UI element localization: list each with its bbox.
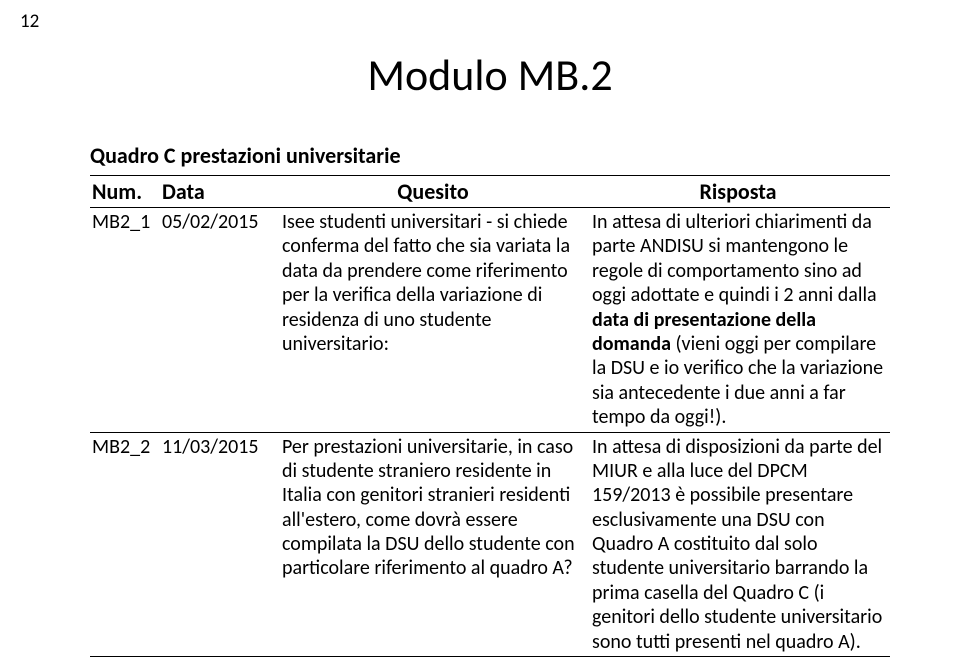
cell-num: MB2_2 (90, 432, 160, 657)
page-number: 12 (20, 10, 39, 33)
cell-quesito: Per prestazioni universitarie, in caso d… (280, 432, 590, 657)
faq-table: Num. Data Quesito Risposta MB2_1 05/02/2… (90, 175, 890, 657)
cell-quesito: Isee studenti universitari - si chiede c… (280, 208, 590, 433)
table-row: MB2_2 11/03/2015 Per prestazioni univers… (90, 432, 890, 657)
risposta-text-pre: In attesa di ulteriori chiarimenti da pa… (592, 210, 877, 307)
table-row: MB2_1 05/02/2015 Isee studenti universit… (90, 208, 890, 433)
page-title: Modulo MB.2 (90, 48, 890, 102)
col-header-risposta: Risposta (590, 176, 890, 208)
cell-num: MB2_1 (90, 208, 160, 433)
table-header-row: Num. Data Quesito Risposta (90, 176, 890, 208)
col-header-quesito: Quesito (280, 176, 590, 208)
page: 12 Modulo MB.2 Quadro C prestazioni univ… (0, 0, 960, 666)
cell-date: 11/03/2015 (160, 432, 280, 657)
cell-risposta: In attesa di ulteriori chiarimenti da pa… (590, 208, 890, 433)
section-subtitle: Quadro C prestazioni universitarie (90, 142, 890, 169)
col-header-num: Num. (90, 176, 160, 208)
cell-date: 05/02/2015 (160, 208, 280, 433)
col-header-data: Data (160, 176, 280, 208)
cell-risposta: In attesa di disposizioni da parte del M… (590, 432, 890, 657)
